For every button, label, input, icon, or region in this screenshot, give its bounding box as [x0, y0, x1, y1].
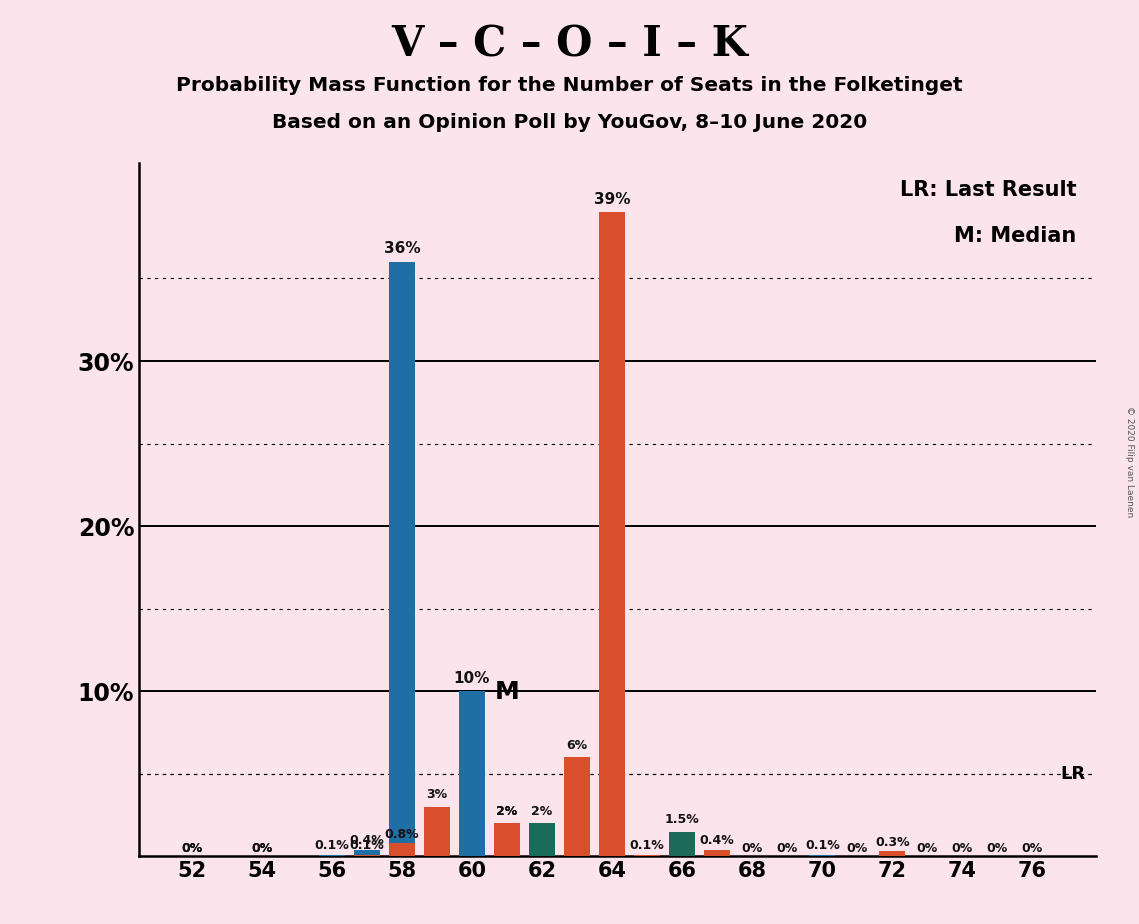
- Text: 0%: 0%: [986, 842, 1008, 855]
- Bar: [354, 850, 380, 857]
- Bar: [599, 213, 625, 857]
- Text: LR: Last Result: LR: Last Result: [900, 180, 1076, 201]
- Text: 2%: 2%: [497, 805, 517, 818]
- Bar: [704, 850, 730, 857]
- Bar: [319, 855, 345, 857]
- Bar: [809, 855, 835, 857]
- Bar: [564, 758, 590, 857]
- Bar: [388, 844, 415, 857]
- Bar: [669, 832, 695, 857]
- Text: 0.1%: 0.1%: [805, 839, 839, 852]
- Text: Probability Mass Function for the Number of Seats in the Folketinget: Probability Mass Function for the Number…: [177, 76, 962, 95]
- Bar: [424, 807, 450, 857]
- Text: 0.4%: 0.4%: [350, 834, 384, 847]
- Text: 0%: 0%: [251, 842, 272, 855]
- Bar: [494, 823, 521, 857]
- Bar: [879, 851, 906, 857]
- Text: 0%: 0%: [251, 842, 272, 855]
- Text: 2%: 2%: [497, 805, 517, 818]
- Text: Based on an Opinion Poll by YouGov, 8–10 June 2020: Based on an Opinion Poll by YouGov, 8–10…: [272, 113, 867, 132]
- Text: LR: LR: [1060, 765, 1085, 783]
- Bar: [528, 823, 555, 857]
- Text: V – C – O – I – K: V – C – O – I – K: [391, 23, 748, 65]
- Text: 1.5%: 1.5%: [665, 813, 699, 826]
- Bar: [494, 823, 521, 857]
- Text: 0%: 0%: [181, 842, 203, 855]
- Text: 0.1%: 0.1%: [314, 839, 350, 852]
- Text: 2%: 2%: [532, 805, 552, 818]
- Text: 0.1%: 0.1%: [350, 839, 384, 852]
- Text: 0%: 0%: [846, 842, 868, 855]
- Text: 36%: 36%: [384, 241, 420, 256]
- Text: 0.4%: 0.4%: [699, 834, 735, 847]
- Bar: [459, 691, 485, 857]
- Text: M: M: [494, 680, 519, 704]
- Text: 0%: 0%: [181, 842, 203, 855]
- Bar: [354, 855, 380, 857]
- Text: 0%: 0%: [777, 842, 797, 855]
- Text: 0%: 0%: [952, 842, 973, 855]
- Text: 0.3%: 0.3%: [875, 836, 910, 849]
- Text: © 2020 Filip van Laenen: © 2020 Filip van Laenen: [1125, 407, 1134, 517]
- Bar: [634, 855, 661, 857]
- Text: 0.8%: 0.8%: [385, 828, 419, 841]
- Text: 0%: 0%: [741, 842, 763, 855]
- Text: 6%: 6%: [566, 738, 588, 751]
- Text: 10%: 10%: [453, 671, 490, 686]
- Text: 39%: 39%: [593, 191, 630, 207]
- Text: 0%: 0%: [917, 842, 939, 855]
- Bar: [669, 832, 695, 857]
- Bar: [388, 261, 415, 857]
- Text: 0%: 0%: [1022, 842, 1043, 855]
- Text: M: Median: M: Median: [954, 226, 1076, 247]
- Text: 3%: 3%: [426, 788, 448, 801]
- Text: 0.1%: 0.1%: [630, 839, 664, 852]
